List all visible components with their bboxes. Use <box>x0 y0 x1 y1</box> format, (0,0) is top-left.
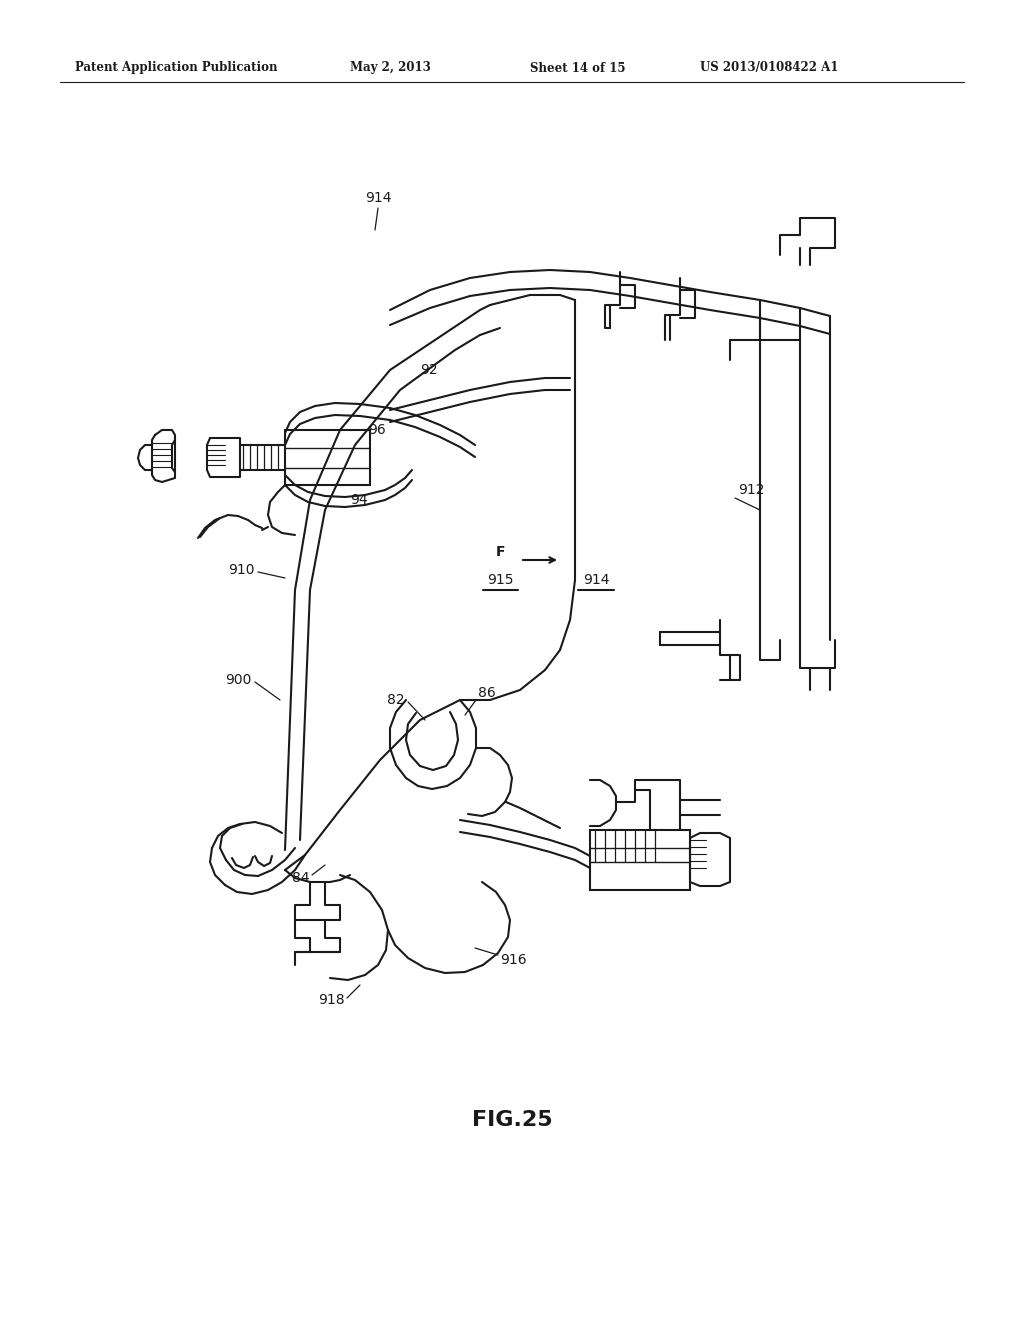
Text: 916: 916 <box>500 953 526 968</box>
Text: Patent Application Publication: Patent Application Publication <box>75 62 278 74</box>
Text: 84: 84 <box>293 871 310 884</box>
Text: 82: 82 <box>387 693 406 708</box>
Text: US 2013/0108422 A1: US 2013/0108422 A1 <box>700 62 839 74</box>
Text: 915: 915 <box>486 573 513 587</box>
Text: 900: 900 <box>225 673 252 686</box>
Text: May 2, 2013: May 2, 2013 <box>350 62 431 74</box>
Text: 914: 914 <box>365 191 391 205</box>
Text: FIG.25: FIG.25 <box>472 1110 552 1130</box>
Text: 912: 912 <box>738 483 765 498</box>
Bar <box>285 430 370 484</box>
Text: 86: 86 <box>478 686 496 700</box>
Text: 910: 910 <box>228 564 255 577</box>
Text: 914: 914 <box>583 573 609 587</box>
Text: 96: 96 <box>368 422 386 437</box>
Text: Sheet 14 of 15: Sheet 14 of 15 <box>530 62 626 74</box>
Bar <box>590 830 690 890</box>
Text: 92: 92 <box>420 363 437 378</box>
Text: F: F <box>496 545 505 558</box>
Text: 918: 918 <box>318 993 345 1007</box>
Text: 94: 94 <box>350 492 368 507</box>
